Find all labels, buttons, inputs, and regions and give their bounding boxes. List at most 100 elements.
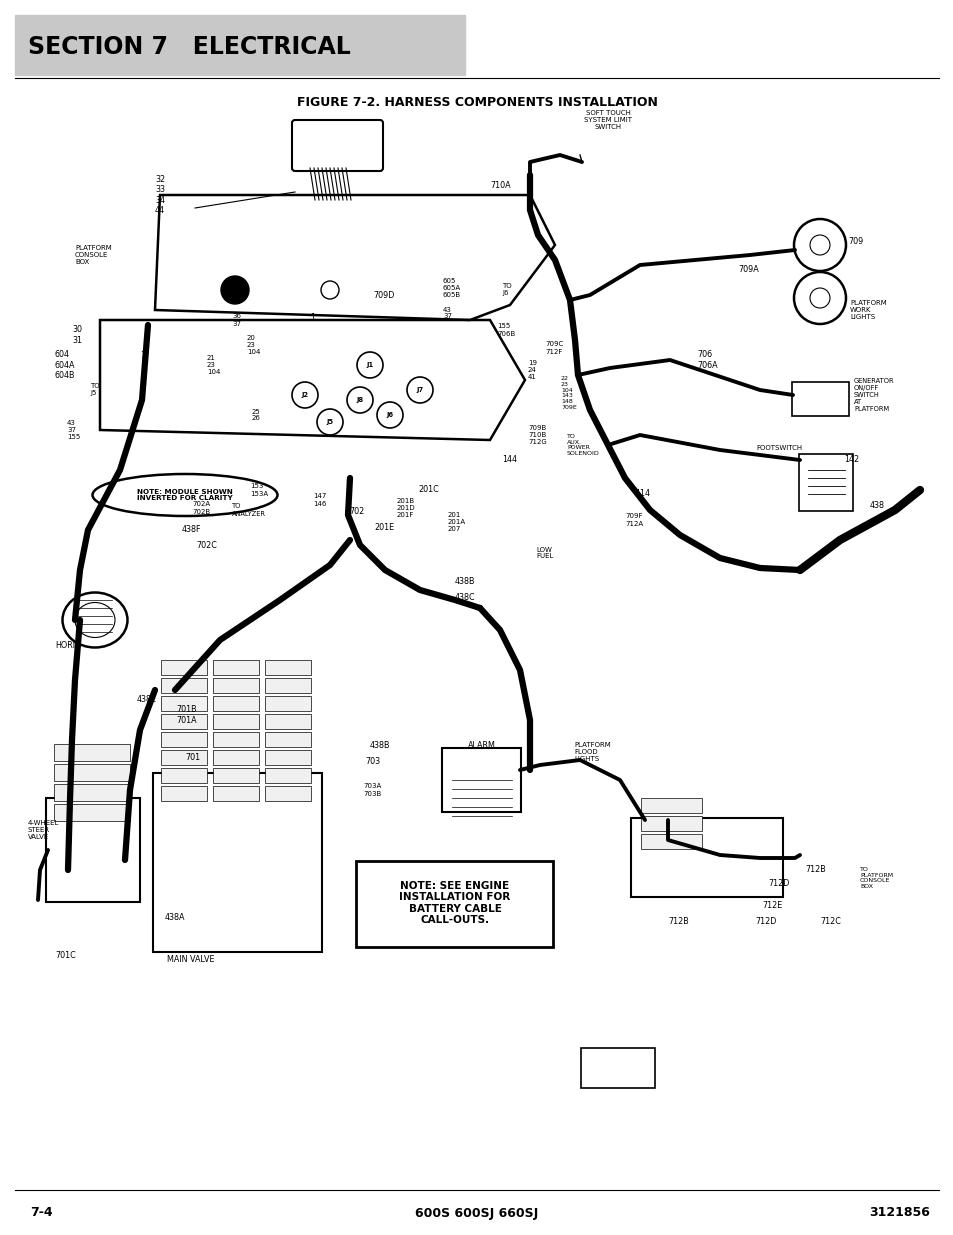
Text: 438: 438 [869,500,884,510]
Text: FIGURE 7-2. HARNESS COMPONENTS INSTALLATION: FIGURE 7-2. HARNESS COMPONENTS INSTALLAT… [296,96,657,110]
Text: PLATFORM
WORK
LIGHTS: PLATFORM WORK LIGHTS [849,300,886,320]
Text: PLATFORM
FLOOD
LIGHTS: PLATFORM FLOOD LIGHTS [574,742,610,762]
Text: J1: J1 [366,362,374,368]
Text: 7-4: 7-4 [30,1207,52,1219]
FancyBboxPatch shape [213,714,259,729]
FancyBboxPatch shape [355,861,553,947]
Text: J2: J2 [301,391,308,398]
FancyBboxPatch shape [213,695,259,710]
FancyBboxPatch shape [265,767,312,783]
Text: 4-WHEEL
STEER
VALVE: 4-WHEEL STEER VALVE [28,820,59,840]
Text: 19
24
41: 19 24 41 [527,359,537,380]
Text: 706
706A: 706 706A [697,351,717,369]
Text: TO
J5: TO J5 [90,384,99,396]
FancyBboxPatch shape [161,767,208,783]
FancyBboxPatch shape [265,750,312,764]
FancyBboxPatch shape [640,798,701,813]
Text: LOW
FUEL: LOW FUEL [536,547,553,559]
Text: SECTION 7   ELECTRICAL: SECTION 7 ELECTRICAL [28,35,351,59]
Text: PLATFORM
CONSOLE
BOX: PLATFORM CONSOLE BOX [75,245,112,266]
Text: 709A: 709A [738,266,758,274]
FancyBboxPatch shape [161,695,208,710]
Text: TO
PLATFORM
CONSOLE
BOX: TO PLATFORM CONSOLE BOX [859,867,892,889]
Text: 712D: 712D [754,918,776,926]
Text: 30
31: 30 31 [71,325,82,345]
Text: J5: J5 [326,419,334,425]
Text: 604
604A
604B: 604 604A 604B [55,350,75,380]
FancyBboxPatch shape [213,678,259,693]
FancyBboxPatch shape [441,748,520,811]
Text: 22
23
104
143
148
709E: 22 23 104 143 148 709E [560,375,577,410]
Text: 709D: 709D [373,290,394,300]
FancyBboxPatch shape [46,798,140,902]
Text: 1: 1 [140,351,145,359]
FancyBboxPatch shape [265,731,312,746]
Text: 712E: 712E [761,900,781,909]
Text: 21
23
104: 21 23 104 [207,354,220,375]
Text: TO
AUX.
POWER
SOLENOID: TO AUX. POWER SOLENOID [566,433,599,456]
Text: 25
26: 25 26 [252,409,260,421]
FancyBboxPatch shape [265,659,312,674]
FancyBboxPatch shape [640,815,701,830]
FancyBboxPatch shape [265,695,312,710]
Text: 701C: 701C [55,951,75,960]
FancyBboxPatch shape [213,731,259,746]
Text: 702C: 702C [195,541,216,550]
Text: 155
706B: 155 706B [497,324,515,336]
Text: 153
153A: 153 153A [250,483,268,496]
FancyBboxPatch shape [799,454,852,511]
Text: 438C: 438C [455,594,476,603]
Text: 702: 702 [349,508,364,516]
Text: TO
J6: TO J6 [501,284,511,296]
Text: 710A: 710A [490,182,510,190]
Text: 43
37
155: 43 37 155 [67,420,80,440]
Text: 712C: 712C [820,918,840,926]
Text: NOTE: SEE ENGINE
INSTALLATION FOR
BATTERY CABLE
CALL-OUTS.: NOTE: SEE ENGINE INSTALLATION FOR BATTER… [399,881,510,925]
Text: SOFT TOUCH
SYSTEM LIMIT
SWITCH: SOFT TOUCH SYSTEM LIMIT SWITCH [583,110,631,130]
Text: 201C: 201C [417,485,438,494]
FancyBboxPatch shape [161,659,208,674]
FancyBboxPatch shape [213,659,259,674]
Text: 142: 142 [843,456,859,464]
FancyBboxPatch shape [630,818,782,897]
FancyBboxPatch shape [580,1049,655,1088]
Text: GENERATOR
ON/OFF
SWITCH
AT
PLATFORM: GENERATOR ON/OFF SWITCH AT PLATFORM [853,378,894,412]
Text: NOTE: MODULE SHOWN
INVERTED FOR CLARITY: NOTE: MODULE SHOWN INVERTED FOR CLARITY [137,489,233,501]
Text: 438B: 438B [370,741,390,750]
Text: 709B
710B
712G: 709B 710B 712G [527,425,546,445]
Text: HORN: HORN [55,641,78,650]
Text: J8: J8 [356,396,363,403]
FancyBboxPatch shape [152,773,322,952]
FancyBboxPatch shape [54,763,131,781]
FancyBboxPatch shape [213,785,259,800]
Text: 201E: 201E [374,522,394,531]
Text: 600S 600SJ 660SJ: 600S 600SJ 660SJ [415,1207,538,1219]
Text: 438B: 438B [455,577,475,585]
Text: 438E: 438E [137,695,157,704]
FancyBboxPatch shape [265,714,312,729]
FancyBboxPatch shape [265,678,312,693]
Text: 438F: 438F [182,526,201,535]
Text: J6: J6 [386,412,394,417]
Text: 703: 703 [365,757,379,767]
Text: 20
23
104: 20 23 104 [247,335,260,354]
FancyBboxPatch shape [640,834,701,848]
Text: J7: J7 [416,387,423,393]
Text: MAIN VALVE: MAIN VALVE [167,956,214,965]
FancyBboxPatch shape [54,804,131,820]
Text: TO
ANALYZER: TO ANALYZER [232,504,266,516]
FancyBboxPatch shape [161,678,208,693]
Text: 712B: 712B [667,918,688,926]
Text: 147
146: 147 146 [313,494,326,506]
Text: 605
605A
605B: 605 605A 605B [442,278,460,298]
Text: FOOTSWITCH: FOOTSWITCH [755,445,801,451]
Text: 114: 114 [635,489,649,499]
FancyBboxPatch shape [292,120,382,170]
FancyBboxPatch shape [791,382,848,416]
FancyBboxPatch shape [213,767,259,783]
Text: 712B: 712B [804,866,825,874]
Text: 703A
703B: 703A 703B [363,783,381,797]
Text: 201
201A
207: 201 201A 207 [448,513,466,532]
FancyBboxPatch shape [54,783,131,800]
FancyBboxPatch shape [161,731,208,746]
